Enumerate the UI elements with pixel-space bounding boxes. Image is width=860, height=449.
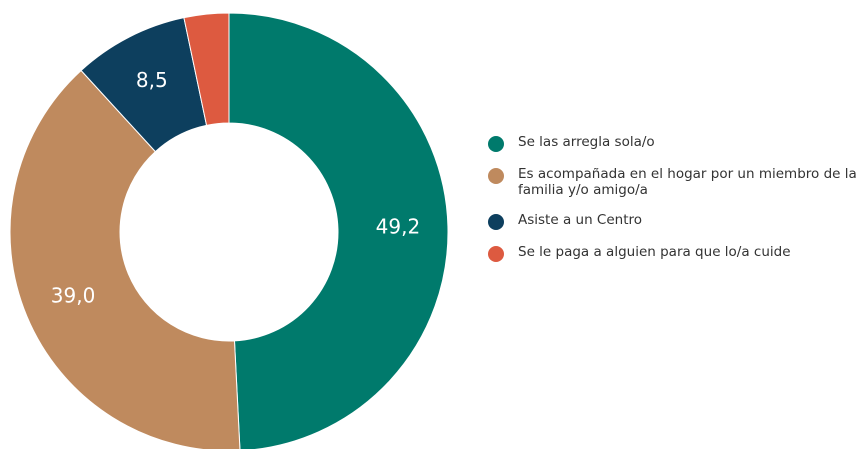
legend-swatch [488, 214, 504, 230]
chart: 49,2 39,0 8,5 [9, 12, 449, 449]
data-label: 39,0 [51, 284, 96, 308]
legend-label: Se las arregla sola/o [518, 134, 655, 150]
legend-label: Asiste a un Centro [518, 212, 643, 228]
data-label: 49,2 [376, 214, 421, 238]
slice [183, 12, 230, 126]
legend-swatch [488, 246, 504, 262]
legend-swatch [488, 136, 504, 152]
legend-item: Se las arregla sola/o [488, 134, 860, 152]
slice [9, 69, 241, 449]
legend-label: Se le paga a alguien para que lo/a cuide [518, 244, 791, 260]
slice [228, 12, 449, 449]
legend: Se las arregla sola/o Es acompañada en el… [488, 134, 860, 276]
legend-item: Asiste a un Centro [488, 212, 860, 230]
legend-swatch [488, 168, 504, 184]
legend-label: Es acompañada en el hogar por un miembro… [518, 166, 857, 198]
data-label: 8,5 [136, 68, 168, 92]
legend-item: Es acompañada en el hogar por un miembro… [488, 166, 860, 198]
legend-item: Se le paga a alguien para que lo/a cuide [488, 244, 860, 262]
